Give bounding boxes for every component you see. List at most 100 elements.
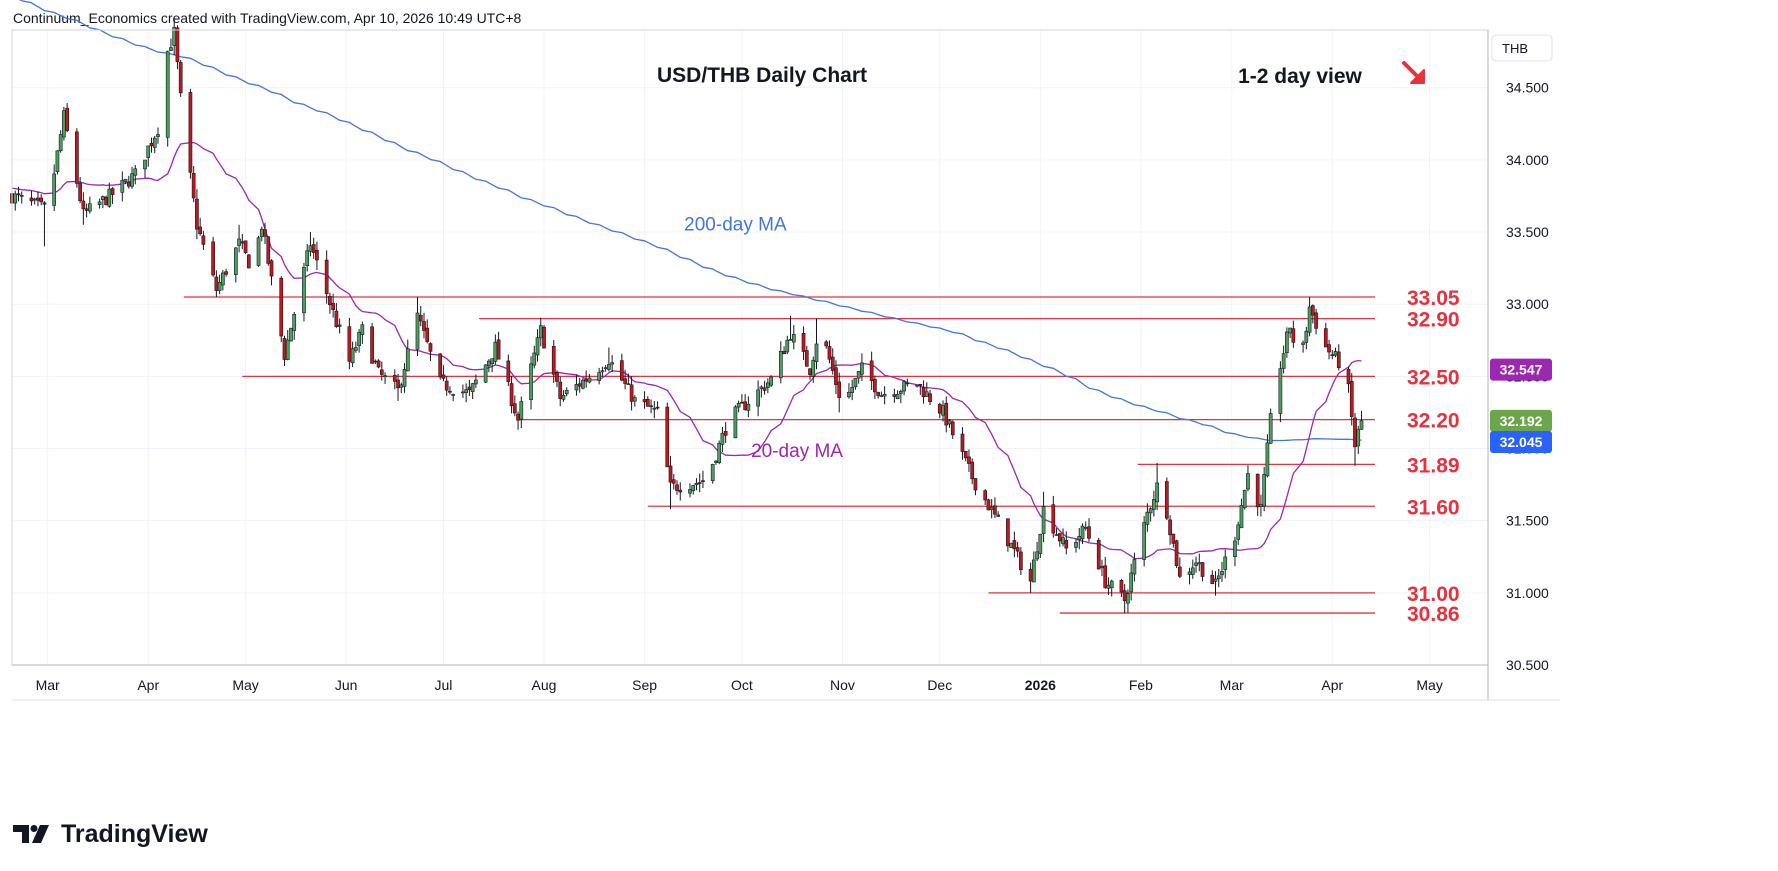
candle-body — [743, 401, 747, 411]
candle-body — [1268, 413, 1273, 444]
candle-body — [937, 404, 942, 414]
candle-body — [1165, 481, 1169, 519]
candle-body — [302, 267, 306, 314]
ma20-line — [11, 141, 1362, 560]
candle-body — [178, 62, 183, 94]
candle-body — [1349, 381, 1354, 417]
candle-body — [58, 134, 63, 152]
candle-body — [1087, 526, 1091, 539]
candle-body — [1236, 524, 1241, 540]
candle-body — [334, 310, 339, 328]
candle-body — [834, 367, 838, 385]
candle-body — [405, 348, 410, 372]
candle-body — [165, 51, 170, 138]
candle-body — [785, 339, 790, 353]
candle-body — [52, 173, 57, 206]
y-tick-label: 31.000 — [1506, 585, 1549, 601]
candle-body — [285, 339, 290, 360]
candle-body — [519, 401, 524, 420]
candle-body — [328, 295, 332, 306]
candle-body — [214, 276, 219, 291]
candle-body — [714, 460, 718, 463]
candle-body — [1330, 354, 1335, 356]
candle-body — [1187, 571, 1192, 575]
candle-body — [610, 362, 614, 365]
candle-body — [1346, 369, 1351, 385]
x-tick-label: Oct — [731, 677, 753, 693]
candle-body — [642, 399, 647, 403]
candle-body — [1310, 305, 1315, 316]
candle-body — [1278, 368, 1283, 414]
candle-body — [847, 391, 851, 398]
candle-body — [396, 379, 400, 389]
candle-body — [156, 134, 160, 137]
candle-body — [983, 490, 988, 501]
candle-body — [600, 370, 605, 373]
candle-body — [1100, 566, 1104, 569]
y-tick-label: 33.000 — [1506, 296, 1549, 312]
candle-body — [383, 375, 387, 377]
candle-body — [584, 379, 589, 382]
x-tick-label: Jun — [335, 677, 358, 693]
candle-body — [354, 347, 358, 351]
candle-body — [1174, 540, 1179, 567]
candle-body — [464, 389, 468, 393]
candle-body — [564, 389, 569, 395]
ma200-line — [19, 0, 1362, 442]
candle-body — [1216, 575, 1221, 580]
candle-body — [551, 345, 556, 375]
candle-body — [1223, 556, 1228, 570]
candle-body — [448, 390, 452, 393]
candle-body — [1129, 572, 1134, 593]
tradingview-logo[interactable]: TradingView — [13, 818, 208, 850]
candle-body — [461, 391, 465, 394]
candle-body — [778, 350, 783, 379]
candle-body — [107, 188, 112, 207]
candle-body — [1259, 503, 1263, 507]
candle-body — [1327, 344, 1331, 353]
y-tick-label: 34.000 — [1506, 152, 1549, 168]
candle-body — [1142, 522, 1146, 560]
candle-body — [1200, 562, 1205, 577]
candle-body — [246, 254, 251, 269]
candle-body — [120, 180, 125, 193]
level-label: 33.05 — [1407, 287, 1460, 310]
level-label: 31.89 — [1407, 454, 1460, 477]
candle-body — [1061, 537, 1065, 545]
candle-body — [78, 182, 82, 202]
candle-body — [950, 421, 955, 436]
price-chart[interactable]: 30.50031.00031.50032.00032.50033.00033.5… — [0, 0, 1778, 820]
chart-title: USD/THB Daily Chart — [657, 64, 867, 87]
candle-body — [347, 326, 352, 362]
candle-body — [1168, 519, 1172, 536]
candle-body — [1304, 330, 1309, 343]
x-tick-label: Mar — [36, 677, 60, 693]
candle-body — [415, 312, 420, 350]
candle-body — [279, 277, 284, 337]
candle-body — [110, 188, 115, 195]
candle-body — [1314, 312, 1318, 329]
candle-body — [837, 381, 842, 398]
candle-body — [1103, 565, 1108, 588]
candle-body — [516, 413, 520, 421]
y-tick-label: 30.500 — [1506, 657, 1549, 673]
candle-body — [357, 332, 361, 347]
candle-body — [496, 339, 501, 360]
candle-body — [944, 402, 949, 426]
candle-body — [81, 200, 86, 210]
x-tick-label: May — [232, 677, 258, 693]
x-tick-label: Dec — [927, 677, 952, 693]
candle-body — [811, 359, 816, 377]
candle-body — [1009, 542, 1013, 548]
axes-frame — [11, 29, 1560, 701]
candle-body — [756, 389, 760, 407]
candle-body — [808, 368, 812, 375]
candle-body — [1323, 328, 1328, 348]
candle-body — [305, 250, 310, 266]
candle-body — [766, 382, 770, 388]
last-price-tag-text: 32.192 — [1500, 413, 1543, 429]
candle-body — [1262, 474, 1267, 507]
candle-body — [130, 173, 134, 187]
candle-body — [558, 381, 563, 399]
ma20-tag-bg — [1490, 358, 1552, 381]
